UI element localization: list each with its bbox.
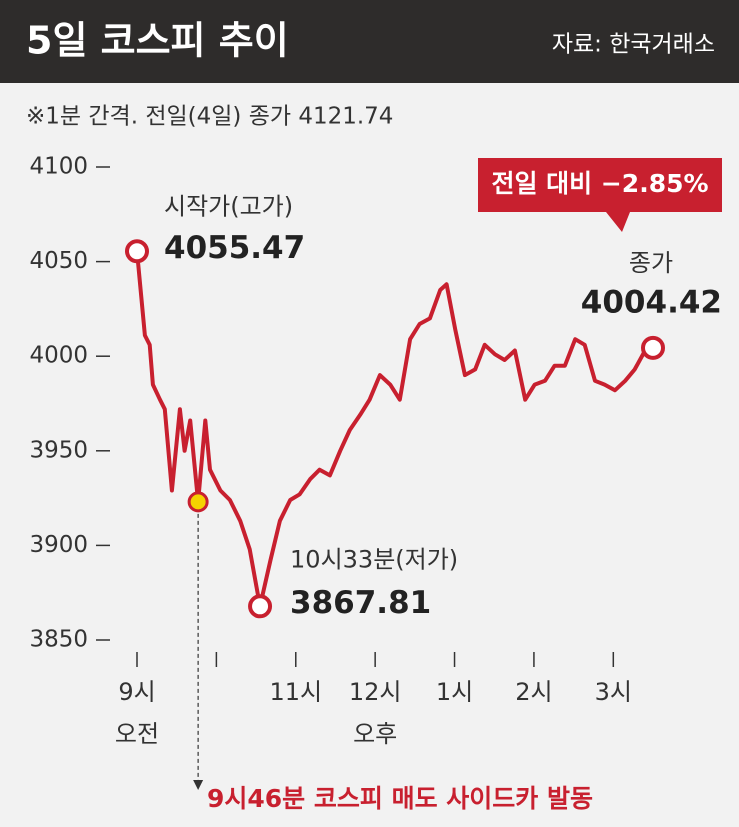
chart-title: 5일 코스피 추이 [26,19,289,63]
x-tick-label: 11시 [269,678,322,706]
y-tick-label: 3900 [29,532,88,558]
price-line [135,251,654,609]
x-tick-label: 1시 [436,678,473,706]
y-tick-label: 4050 [29,248,88,274]
close-marker [641,335,665,360]
change-label: 전일 대비 −2.85% [491,169,708,198]
change-callout [478,158,722,232]
high-marker [125,239,149,264]
x-tick-label: 2시 [515,678,552,706]
y-tick-label: 4000 [29,343,88,369]
close-label: 종가 [629,249,673,277]
y-tick-label: 3950 [29,437,88,463]
y-tick-label: 3850 [29,627,88,653]
sidecar-arrow [193,780,204,790]
high-label: 시작가(고가) [164,192,293,220]
low-value: 3867.81 [290,585,431,621]
high-value: 4055.47 [164,230,305,266]
x-tick-label: 9시 [118,678,155,706]
x-sublabel: 오후 [353,720,397,748]
header-bar [0,0,739,83]
x-sublabel: 오전 [115,720,159,748]
low-label: 10시33분(저가) [290,545,458,573]
x-tick-label: 3시 [595,678,632,706]
y-tick-label: 4100 [29,154,88,180]
sidecar-label: 9시46분 코스피 매도 사이드카 발동 [207,784,593,813]
close-value: 4004.42 [581,284,722,320]
source: 자료: 한국거래소 [552,32,715,58]
subtitle: ※1분 간격. 전일(4일) 종가 4121.74 [26,104,393,130]
sidecar-marker [187,491,209,513]
low-marker [248,594,273,619]
x-tick-label: 12시 [349,678,402,706]
